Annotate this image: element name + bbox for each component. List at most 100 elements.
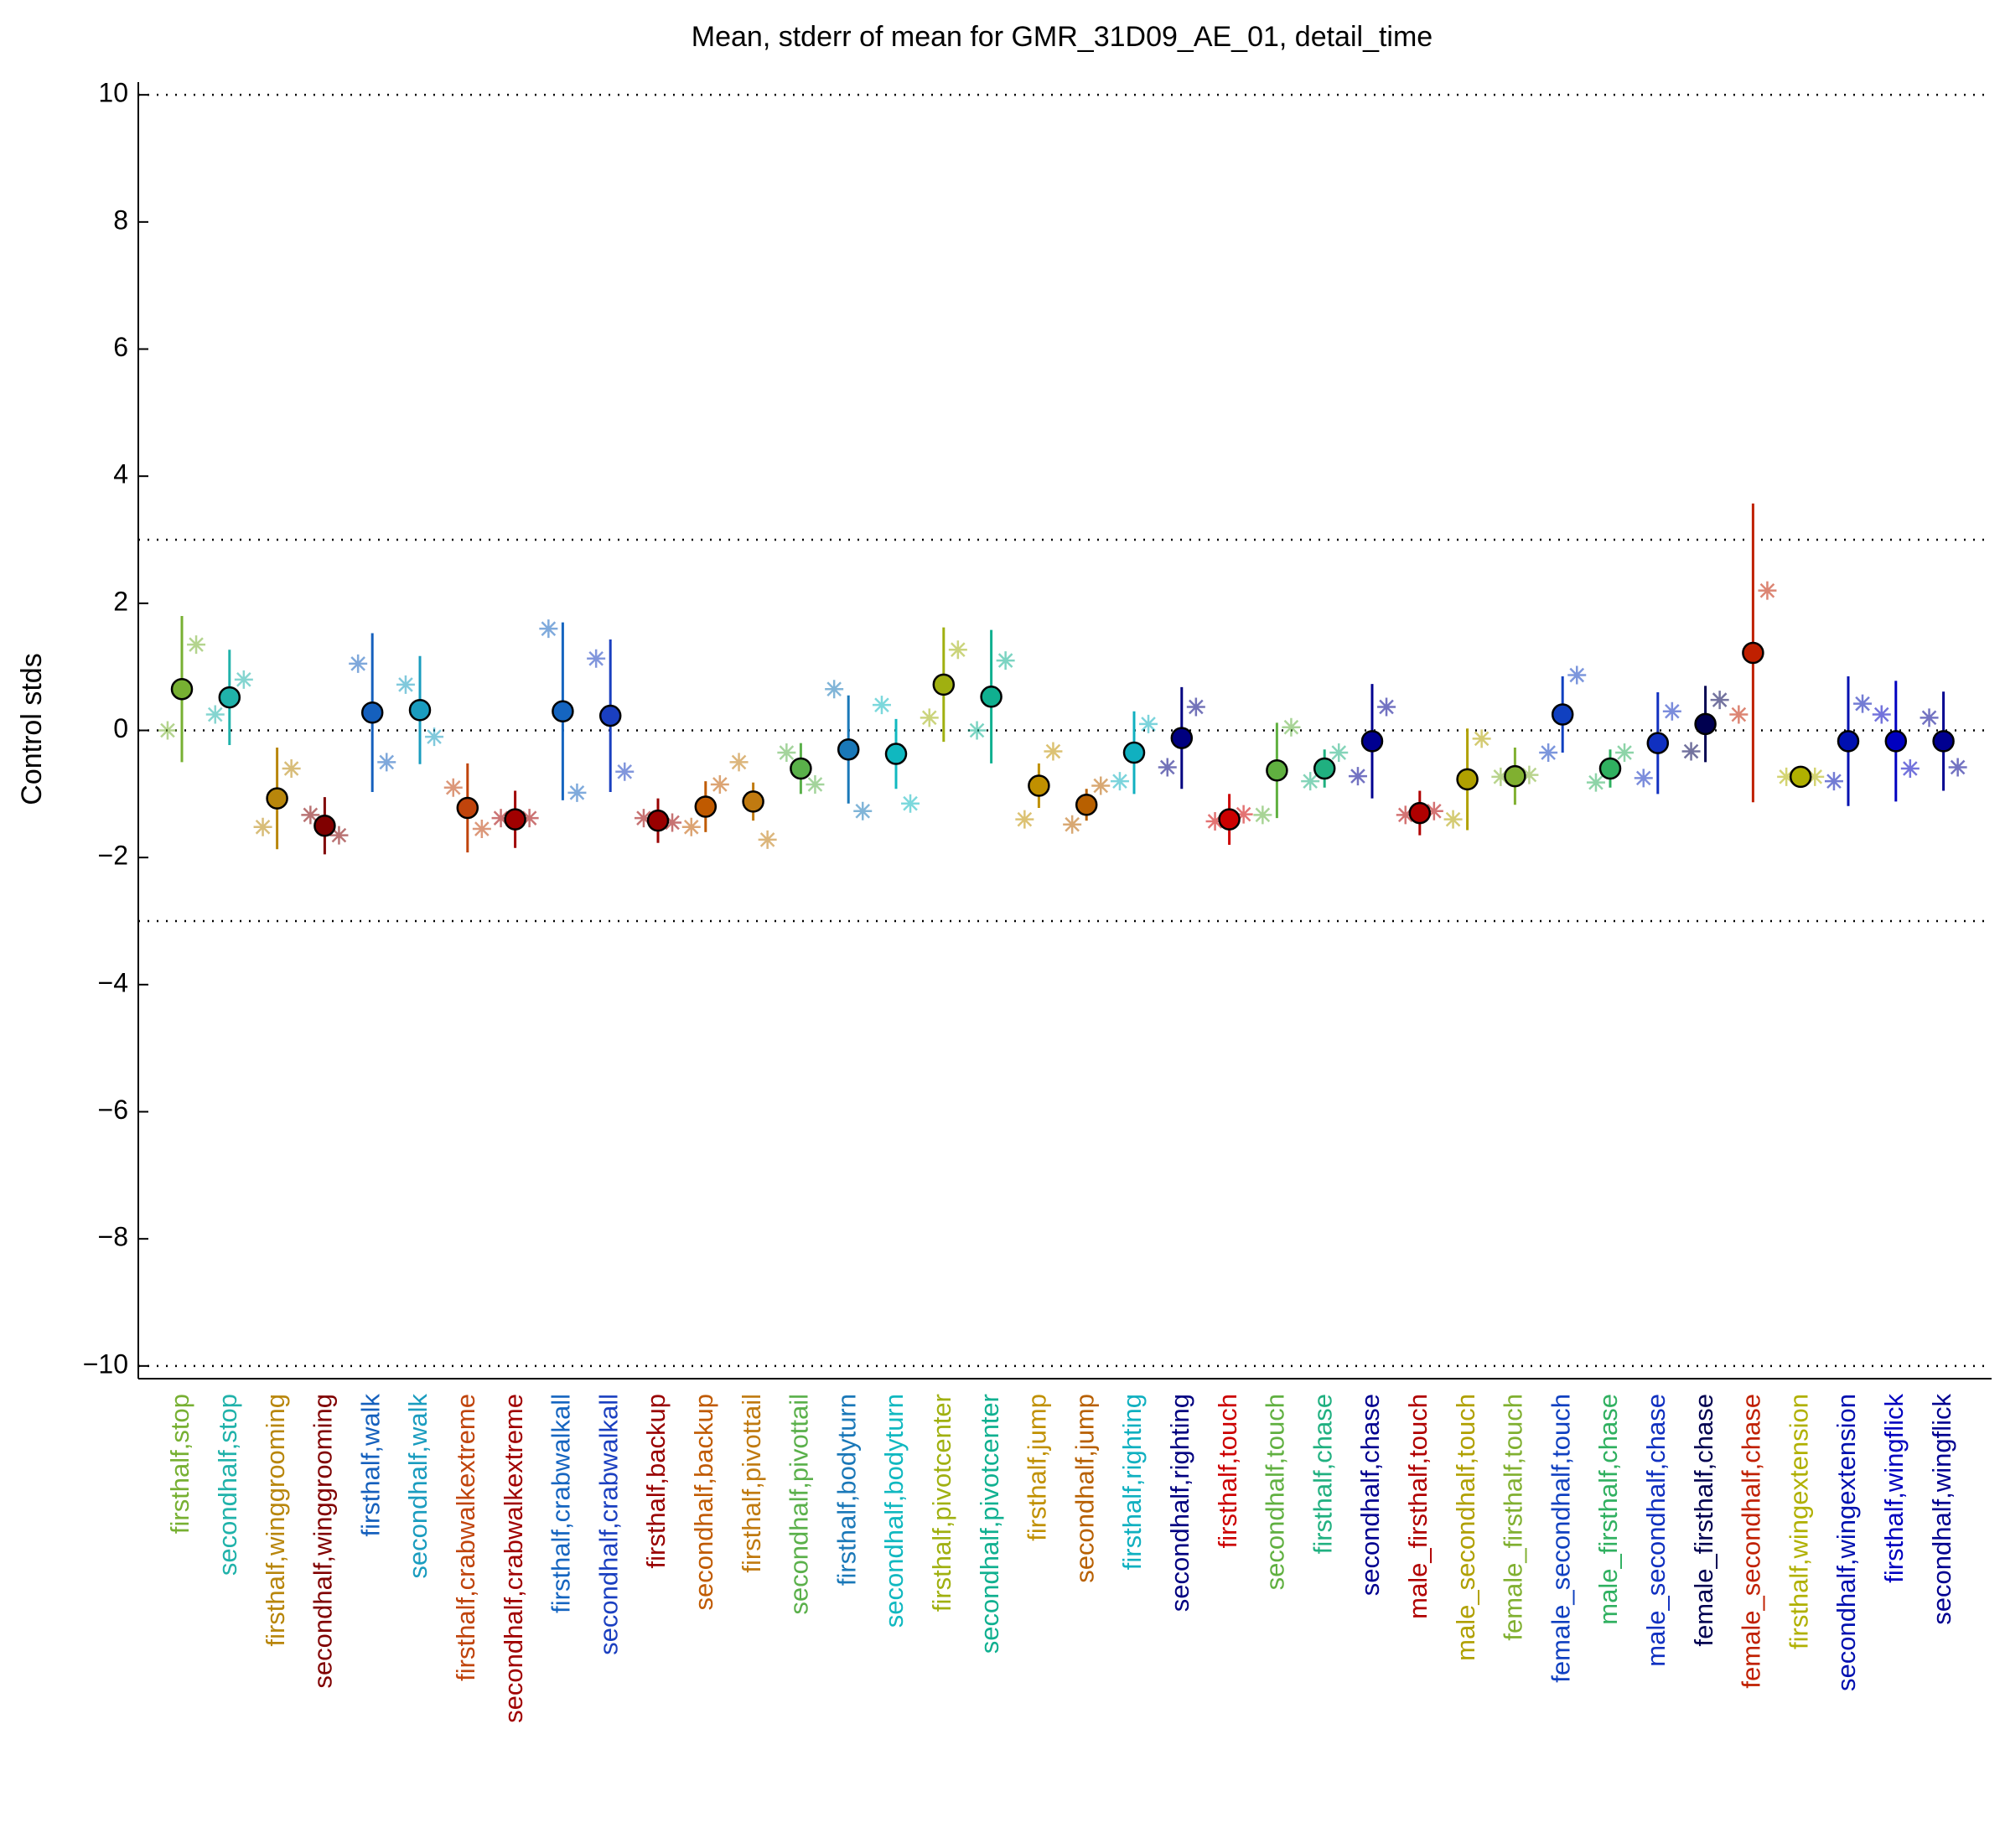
mean-marker — [1837, 730, 1860, 753]
x-tick-label: firsthalf,bodyturn — [832, 1394, 861, 1586]
y-tick-label: 2 — [113, 586, 128, 616]
mean-marker — [1551, 703, 1574, 726]
asterisk-marker — [187, 635, 206, 655]
asterisk-marker — [967, 721, 987, 740]
asterisk-marker — [1806, 767, 1825, 786]
asterisk-marker — [710, 774, 729, 794]
mean-marker — [694, 795, 718, 818]
chart-title: Mean, stderr of mean for GMR_31D09_AE_01… — [692, 21, 1433, 53]
asterisk-marker — [1443, 810, 1463, 829]
asterisk-marker — [1253, 805, 1272, 825]
x-tick-label: firsthalf,righting — [1117, 1394, 1147, 1570]
mean-marker — [1170, 727, 1194, 749]
x-tick-label: secondhalf,winggrooming — [308, 1394, 338, 1689]
mean-marker — [1360, 730, 1384, 753]
x-tick-label: firsthalf,winggrooming — [261, 1394, 290, 1647]
asterisk-marker — [1063, 815, 1082, 834]
mean-marker — [1218, 808, 1241, 831]
x-tick-label: secondhalf,touch — [1261, 1394, 1290, 1590]
asterisk-marker — [349, 654, 368, 673]
x-tick-label: firsthalf,crabwalkextreme — [451, 1394, 480, 1681]
asterisk-marker — [1920, 708, 1939, 727]
mean-marker — [1028, 774, 1050, 797]
asterisk-marker — [425, 727, 444, 747]
mean-marker — [313, 815, 336, 837]
y-tick-label: −10 — [83, 1348, 128, 1379]
y-tick-label: −8 — [98, 1222, 128, 1252]
asterisk-marker — [396, 675, 415, 694]
asterisk-marker — [1662, 701, 1681, 721]
asterisk-marker — [1586, 773, 1605, 792]
mean-marker — [1313, 757, 1336, 780]
mean-marker — [218, 686, 241, 709]
asterisk-marker — [567, 783, 587, 802]
asterisk-marker — [1777, 767, 1796, 786]
asterisk-marker — [1110, 772, 1129, 791]
x-tick-label: secondhalf,pivotcenter — [975, 1394, 1004, 1654]
asterisk-marker — [1853, 694, 1873, 713]
asterisk-marker — [1301, 772, 1320, 791]
asterisk-marker — [663, 813, 682, 832]
x-tick-label: secondhalf,crabwalkextreme — [499, 1394, 528, 1723]
x-tick-label: secondhalf,backup — [689, 1394, 718, 1611]
asterisk-marker — [996, 651, 1015, 670]
mean-marker — [552, 700, 574, 722]
asterisk-marker — [1396, 805, 1415, 825]
asterisk-marker — [806, 774, 825, 794]
mean-marker — [408, 698, 432, 722]
x-tick-label: secondhalf,crabwalkall — [593, 1394, 623, 1655]
x-tick-label: firsthalf,crabwalkall — [547, 1394, 576, 1613]
y-tick-label: 4 — [113, 459, 128, 489]
x-tick-label: firsthalf,chase — [1308, 1394, 1337, 1554]
asterisk-marker — [1158, 758, 1177, 777]
asterisk-marker — [872, 696, 891, 715]
asterisk-marker — [1186, 697, 1205, 717]
asterisk-marker — [282, 759, 301, 778]
y-tick-label: 0 — [113, 713, 128, 743]
asterisk-marker — [1729, 705, 1749, 724]
mean-marker — [742, 790, 764, 813]
mean-marker — [980, 686, 1002, 708]
asterisk-marker — [234, 670, 253, 689]
asterisk-marker — [1282, 717, 1301, 737]
x-tick-label: female_secondhalf,chase — [1737, 1394, 1766, 1689]
asterisk-marker — [1681, 742, 1701, 761]
asterisk-marker — [158, 721, 177, 740]
mean-marker — [1504, 764, 1526, 788]
asterisk-marker — [1091, 776, 1111, 795]
x-tick-label: secondhalf,jump — [1070, 1394, 1099, 1583]
mean-marker — [1694, 712, 1717, 736]
asterisk-marker — [1139, 714, 1158, 733]
asterisk-marker — [1472, 729, 1491, 748]
asterisk-marker — [777, 743, 796, 763]
x-tick-label: secondhalf,bodyturn — [879, 1394, 909, 1628]
asterisk-marker — [853, 801, 873, 820]
x-tick-label: firsthalf,touch — [1213, 1394, 1242, 1548]
x-tick-label: secondhalf,walk — [403, 1394, 433, 1579]
asterisk-marker — [329, 826, 349, 845]
mean-marker — [884, 743, 908, 765]
asterisk-marker — [1329, 743, 1349, 763]
mean-marker — [646, 809, 670, 832]
asterisk-marker — [758, 830, 777, 849]
mean-marker — [1456, 768, 1479, 791]
x-tick-label: secondhalf,stop — [213, 1394, 242, 1576]
y-tick-label: −2 — [98, 841, 128, 871]
asterisk-marker — [1710, 691, 1729, 710]
mean-marker — [1789, 765, 1812, 789]
asterisk-marker — [539, 619, 558, 639]
asterisk-marker — [1872, 705, 1891, 724]
mean-marker — [1075, 793, 1098, 816]
asterisk-marker — [587, 649, 606, 668]
asterisk-marker — [901, 794, 920, 813]
asterisk-marker — [1615, 743, 1635, 763]
asterisk-marker — [1634, 769, 1653, 788]
mean-marker — [598, 704, 622, 727]
asterisk-marker — [1205, 811, 1225, 831]
asterisk-marker — [253, 817, 272, 836]
x-tick-label: firsthalf,wingflick — [1879, 1394, 1909, 1583]
x-tick-label: firsthalf,wingextension — [1784, 1394, 1813, 1649]
x-tick-label: firsthalf,stop — [165, 1394, 194, 1534]
asterisk-marker — [1520, 765, 1539, 784]
asterisk-marker — [205, 705, 225, 724]
